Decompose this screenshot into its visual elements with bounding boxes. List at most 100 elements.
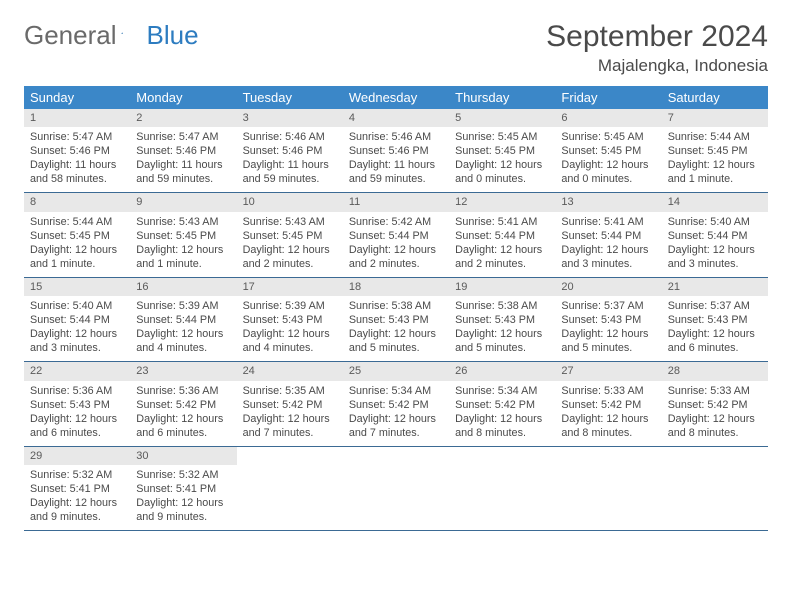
day-body: Sunrise: 5:34 AMSunset: 5:42 PMDaylight:…: [343, 381, 449, 446]
sunset-line: Sunset: 5:46 PM: [349, 144, 443, 158]
sunrise-line: Sunrise: 5:32 AM: [30, 468, 124, 482]
day-number: 10: [237, 193, 343, 211]
day-header-wednesday: Wednesday: [343, 86, 449, 109]
day-cell: .: [555, 447, 661, 530]
day-cell: 17Sunrise: 5:39 AMSunset: 5:43 PMDayligh…: [237, 278, 343, 361]
day-number: 7: [662, 109, 768, 127]
day-body: Sunrise: 5:36 AMSunset: 5:43 PMDaylight:…: [24, 381, 130, 446]
day-cell: 3Sunrise: 5:46 AMSunset: 5:46 PMDaylight…: [237, 109, 343, 192]
daylight-line: Daylight: 12 hours and 4 minutes.: [243, 327, 337, 355]
daylight-line: Daylight: 12 hours and 7 minutes.: [349, 412, 443, 440]
daylight-line: Daylight: 12 hours and 4 minutes.: [136, 327, 230, 355]
sunset-line: Sunset: 5:44 PM: [455, 229, 549, 243]
day-header-friday: Friday: [555, 86, 661, 109]
day-number: 11: [343, 193, 449, 211]
day-cell: 6Sunrise: 5:45 AMSunset: 5:45 PMDaylight…: [555, 109, 661, 192]
sunrise-line: Sunrise: 5:46 AM: [349, 130, 443, 144]
sunrise-line: Sunrise: 5:45 AM: [561, 130, 655, 144]
day-cell: 22Sunrise: 5:36 AMSunset: 5:43 PMDayligh…: [24, 362, 130, 445]
day-number: 6: [555, 109, 661, 127]
day-cell: 29Sunrise: 5:32 AMSunset: 5:41 PMDayligh…: [24, 447, 130, 530]
sunrise-line: Sunrise: 5:43 AM: [243, 215, 337, 229]
daylight-line: Daylight: 12 hours and 6 minutes.: [136, 412, 230, 440]
day-body: Sunrise: 5:47 AMSunset: 5:46 PMDaylight:…: [24, 127, 130, 192]
sunrise-line: Sunrise: 5:34 AM: [349, 384, 443, 398]
daylight-line: Daylight: 12 hours and 2 minutes.: [349, 243, 443, 271]
sunrise-line: Sunrise: 5:47 AM: [136, 130, 230, 144]
day-number: 26: [449, 362, 555, 380]
day-number: 12: [449, 193, 555, 211]
day-header-sunday: Sunday: [24, 86, 130, 109]
weeks-container: 1Sunrise: 5:47 AMSunset: 5:46 PMDaylight…: [24, 109, 768, 531]
daylight-line: Daylight: 12 hours and 7 minutes.: [243, 412, 337, 440]
sunrise-line: Sunrise: 5:43 AM: [136, 215, 230, 229]
day-number: 24: [237, 362, 343, 380]
sunrise-line: Sunrise: 5:38 AM: [455, 299, 549, 313]
daylight-line: Daylight: 12 hours and 9 minutes.: [136, 496, 230, 524]
day-body: Sunrise: 5:35 AMSunset: 5:42 PMDaylight:…: [237, 381, 343, 446]
day-cell: 20Sunrise: 5:37 AMSunset: 5:43 PMDayligh…: [555, 278, 661, 361]
day-header-tuesday: Tuesday: [237, 86, 343, 109]
title-block: September 2024 Majalengka, Indonesia: [546, 20, 768, 76]
day-number: 3: [237, 109, 343, 127]
day-body: Sunrise: 5:37 AMSunset: 5:43 PMDaylight:…: [662, 296, 768, 361]
day-body: Sunrise: 5:40 AMSunset: 5:44 PMDaylight:…: [662, 212, 768, 277]
week-row: 15Sunrise: 5:40 AMSunset: 5:44 PMDayligh…: [24, 278, 768, 362]
sunset-line: Sunset: 5:44 PM: [561, 229, 655, 243]
day-body: Sunrise: 5:45 AMSunset: 5:45 PMDaylight:…: [555, 127, 661, 192]
day-number: 20: [555, 278, 661, 296]
daylight-line: Daylight: 12 hours and 2 minutes.: [455, 243, 549, 271]
sunset-line: Sunset: 5:45 PM: [561, 144, 655, 158]
sunset-line: Sunset: 5:45 PM: [243, 229, 337, 243]
day-number: 18: [343, 278, 449, 296]
header: General Blue September 2024 Majalengka, …: [24, 20, 768, 76]
sunrise-line: Sunrise: 5:34 AM: [455, 384, 549, 398]
day-number: 8: [24, 193, 130, 211]
day-number: 30: [130, 447, 236, 465]
week-row: 1Sunrise: 5:47 AMSunset: 5:46 PMDaylight…: [24, 109, 768, 193]
day-body: Sunrise: 5:43 AMSunset: 5:45 PMDaylight:…: [237, 212, 343, 277]
sunset-line: Sunset: 5:42 PM: [349, 398, 443, 412]
day-body: Sunrise: 5:46 AMSunset: 5:46 PMDaylight:…: [237, 127, 343, 192]
logo-text-gray: General: [24, 20, 117, 51]
daylight-line: Daylight: 12 hours and 1 minute.: [668, 158, 762, 186]
day-cell: 14Sunrise: 5:40 AMSunset: 5:44 PMDayligh…: [662, 193, 768, 276]
day-cell: .: [662, 447, 768, 530]
sunrise-line: Sunrise: 5:39 AM: [243, 299, 337, 313]
day-cell: 10Sunrise: 5:43 AMSunset: 5:45 PMDayligh…: [237, 193, 343, 276]
sunset-line: Sunset: 5:43 PM: [561, 313, 655, 327]
day-body: Sunrise: 5:37 AMSunset: 5:43 PMDaylight:…: [555, 296, 661, 361]
day-body: Sunrise: 5:39 AMSunset: 5:43 PMDaylight:…: [237, 296, 343, 361]
day-number: 27: [555, 362, 661, 380]
daylight-line: Daylight: 12 hours and 8 minutes.: [561, 412, 655, 440]
sunset-line: Sunset: 5:41 PM: [136, 482, 230, 496]
day-cell: 2Sunrise: 5:47 AMSunset: 5:46 PMDaylight…: [130, 109, 236, 192]
day-body: Sunrise: 5:41 AMSunset: 5:44 PMDaylight:…: [449, 212, 555, 277]
sunrise-line: Sunrise: 5:41 AM: [455, 215, 549, 229]
sunset-line: Sunset: 5:42 PM: [668, 398, 762, 412]
day-cell: 23Sunrise: 5:36 AMSunset: 5:42 PMDayligh…: [130, 362, 236, 445]
day-body: Sunrise: 5:33 AMSunset: 5:42 PMDaylight:…: [662, 381, 768, 446]
day-body: Sunrise: 5:41 AMSunset: 5:44 PMDaylight:…: [555, 212, 661, 277]
day-cell: 16Sunrise: 5:39 AMSunset: 5:44 PMDayligh…: [130, 278, 236, 361]
sunset-line: Sunset: 5:44 PM: [30, 313, 124, 327]
day-cell: 30 Sunrise: 5:32 AMSunset: 5:41 PMDayligh…: [130, 447, 236, 530]
day-cell: 5Sunrise: 5:45 AMSunset: 5:45 PMDaylight…: [449, 109, 555, 192]
day-cell: 19Sunrise: 5:38 AMSunset: 5:43 PMDayligh…: [449, 278, 555, 361]
sunrise-line: Sunrise: 5:37 AM: [668, 299, 762, 313]
daylight-line: Daylight: 12 hours and 5 minutes.: [455, 327, 549, 355]
day-cell: 1Sunrise: 5:47 AMSunset: 5:46 PMDaylight…: [24, 109, 130, 192]
sunrise-line: Sunrise: 5:32 AM: [136, 468, 230, 482]
day-cell: 26Sunrise: 5:34 AMSunset: 5:42 PMDayligh…: [449, 362, 555, 445]
sunset-line: Sunset: 5:42 PM: [136, 398, 230, 412]
day-number: 5: [449, 109, 555, 127]
location: Majalengka, Indonesia: [546, 56, 768, 76]
sunset-line: Sunset: 5:46 PM: [243, 144, 337, 158]
day-header-saturday: Saturday: [662, 86, 768, 109]
day-number: 17: [237, 278, 343, 296]
day-number: 2: [130, 109, 236, 127]
daylight-line: Daylight: 12 hours and 0 minutes.: [455, 158, 549, 186]
day-body: Sunrise: 5:34 AMSunset: 5:42 PMDaylight:…: [449, 381, 555, 446]
day-body: Sunrise: 5:45 AMSunset: 5:45 PMDaylight:…: [449, 127, 555, 192]
daylight-line: Daylight: 11 hours and 59 minutes.: [349, 158, 443, 186]
